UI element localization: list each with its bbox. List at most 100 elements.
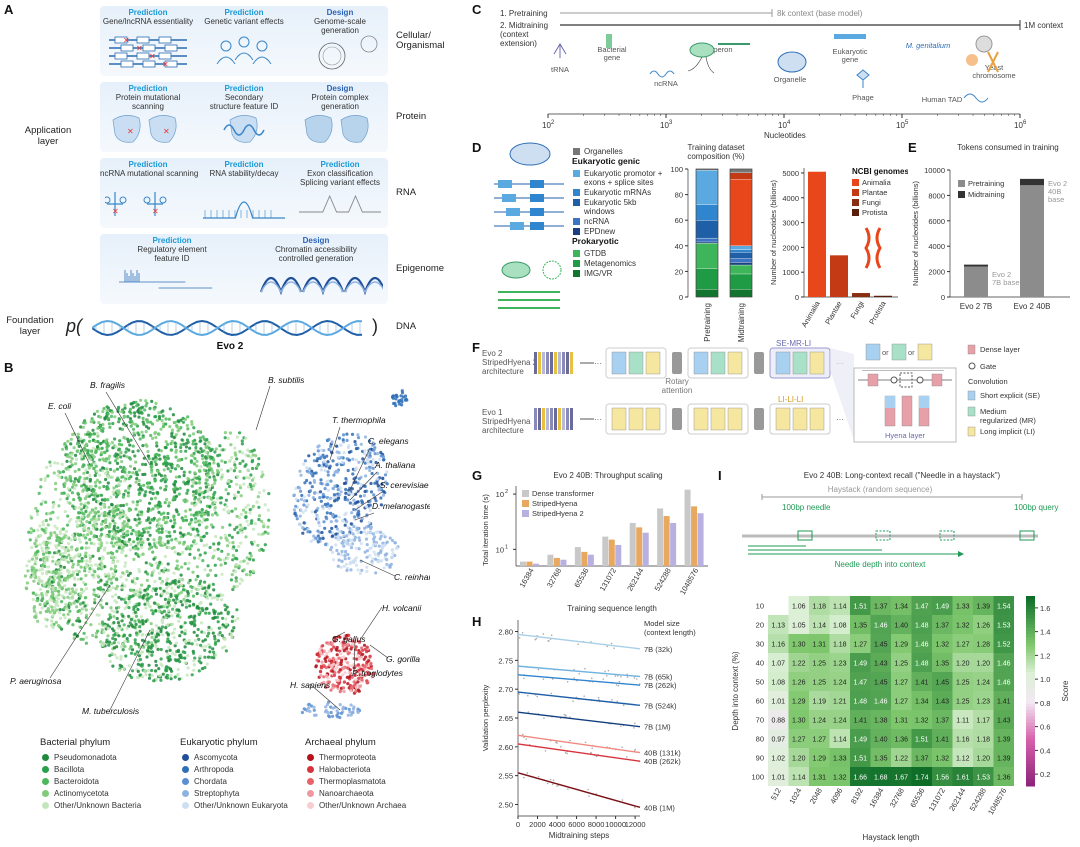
x-tick: 262144 <box>947 787 967 813</box>
heatmap-value: 1.24 <box>833 718 847 725</box>
y-tick: 10 <box>496 490 504 499</box>
throughput-bar <box>520 561 526 566</box>
heatmap-cell <box>850 653 871 672</box>
heatmap-value: 1.27 <box>894 699 908 706</box>
token-icon <box>558 352 561 374</box>
svg-text:✕: ✕ <box>136 44 143 53</box>
perplexity-point <box>617 675 619 677</box>
heatmap-cell <box>829 691 850 710</box>
heatmap-value: 1.33 <box>833 756 847 763</box>
perplexity-point <box>569 739 571 742</box>
heatmap-cell <box>932 596 953 615</box>
heatmap-cell <box>932 672 953 691</box>
token-icon <box>546 408 549 430</box>
se-mr-li-label: SE-MR-LI <box>776 340 811 348</box>
block-group <box>687 347 749 379</box>
x-tick: 2000 <box>529 820 546 829</box>
y-tick: 6000 <box>928 217 945 226</box>
legend-swatch <box>573 189 580 196</box>
species-label: M. tuberculosis <box>82 706 140 716</box>
midtraining-label: 2. Midtraining (context extension) <box>500 21 548 48</box>
legend-item: Fungi <box>862 198 881 207</box>
legend-item: Other/Unknown Bacteria <box>54 801 142 810</box>
heatmap-cell <box>911 653 932 672</box>
heatmap-value: 1.38 <box>874 718 888 725</box>
chromosome-icon <box>864 227 882 269</box>
heatmap-cell <box>932 691 953 710</box>
heatmap-cell <box>870 710 891 729</box>
perplexity-point <box>590 677 593 680</box>
composition-segment <box>729 252 753 259</box>
heatmap-value: 1.29 <box>792 699 806 706</box>
colorbar-tick: 0.6 <box>1040 723 1050 732</box>
y-tick: 40 <box>675 242 683 251</box>
y-tick: 40 <box>756 659 764 668</box>
legend-item: Protista <box>862 208 888 217</box>
y-tick: 100 <box>751 773 764 782</box>
block-group <box>605 347 667 379</box>
heatmap-cell <box>788 691 809 710</box>
legend-swatch <box>852 209 859 216</box>
heatmap-cell <box>768 634 789 653</box>
colorbar-segment <box>1026 665 1035 670</box>
y-tick-exp: 2 <box>505 489 508 495</box>
colorbar-segment <box>1026 713 1035 717</box>
heatmap-cell <box>788 615 809 634</box>
y-tick: 10 <box>496 545 504 554</box>
category-label: Evo 2 7B <box>960 302 992 311</box>
colorbar-segment <box>1026 684 1035 689</box>
perplexity-point <box>639 683 641 685</box>
y-tick: 50 <box>756 678 764 687</box>
throughput-bar <box>553 557 560 566</box>
label-leader <box>349 471 378 501</box>
legend-swatch <box>967 406 976 417</box>
heatmap-cell <box>788 596 809 615</box>
task-label: generation <box>321 102 359 111</box>
legend-swatch <box>852 189 859 196</box>
layer-label: Epigenome <box>396 263 445 274</box>
throughput-bar <box>691 506 698 566</box>
perplexity-point <box>617 684 620 687</box>
gate-icon <box>890 376 898 384</box>
perplexity-line <box>517 734 641 754</box>
y-tick: 2.80 <box>498 628 513 637</box>
perplexity-point <box>537 775 540 778</box>
legend-item: Other/Unknown Archaea <box>319 801 407 810</box>
foundation-layer-label: Foundation <box>6 315 54 326</box>
heatmap-cell <box>891 748 912 767</box>
bar-note: Evo 2 40B base <box>1048 179 1067 204</box>
y-tick: 4000 <box>782 194 799 203</box>
species-label: B. fragilis <box>90 380 126 390</box>
x-tick: 32768 <box>888 787 906 810</box>
heatmap-cell <box>829 596 850 615</box>
legend-swatch <box>573 218 580 225</box>
heatmap-cell <box>952 653 973 672</box>
composition-segment <box>729 264 753 275</box>
label-leader <box>354 512 375 521</box>
y-tick: 5000 <box>782 169 799 178</box>
legend-item: Nanoarchaeota <box>319 789 374 798</box>
heatmap-cell <box>973 634 994 653</box>
colorbar-segment <box>1026 716 1035 720</box>
colorbar-segment <box>1026 602 1035 606</box>
bar-note: Evo 2 7B base <box>992 270 1020 287</box>
token-icon <box>554 408 557 430</box>
legend-swatch <box>573 199 580 206</box>
heatmap-cell <box>932 748 953 767</box>
svg-text:✕: ✕ <box>163 127 170 136</box>
task-kind: Prediction <box>224 84 264 93</box>
colorbar-segment <box>1026 725 1035 730</box>
colorbar-tick: 1.4 <box>1040 628 1050 637</box>
task-illustration-icon: ✕ ✕ ✕ ✕ <box>109 36 187 69</box>
x-tick: 1024 <box>787 787 803 806</box>
colorbar-segment <box>1026 703 1035 708</box>
task-label: RNA stability/decay <box>209 169 279 178</box>
heatmap-cell <box>973 767 994 786</box>
heatmap-cell <box>788 710 809 729</box>
heatmap-value: 1.52 <box>997 642 1011 649</box>
heatmap-value: 1.68 <box>874 775 888 782</box>
colorbar-segment <box>1026 662 1035 667</box>
colorbar-tick: 0.4 <box>1040 746 1050 755</box>
legend-item: Long implicit (LI) <box>980 427 1036 436</box>
heatmap-value: 1.18 <box>833 642 847 649</box>
